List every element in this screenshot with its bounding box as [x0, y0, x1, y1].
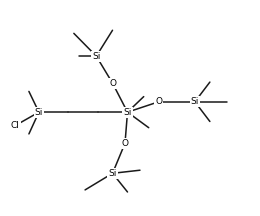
- Text: Cl: Cl: [11, 121, 20, 130]
- Text: Si: Si: [35, 108, 43, 117]
- Text: O: O: [155, 97, 162, 106]
- Text: O: O: [121, 139, 128, 148]
- Text: Si: Si: [123, 108, 132, 117]
- Text: Si: Si: [108, 169, 117, 178]
- Text: O: O: [109, 79, 116, 88]
- Text: Si: Si: [191, 97, 199, 106]
- Text: Si: Si: [92, 52, 101, 61]
